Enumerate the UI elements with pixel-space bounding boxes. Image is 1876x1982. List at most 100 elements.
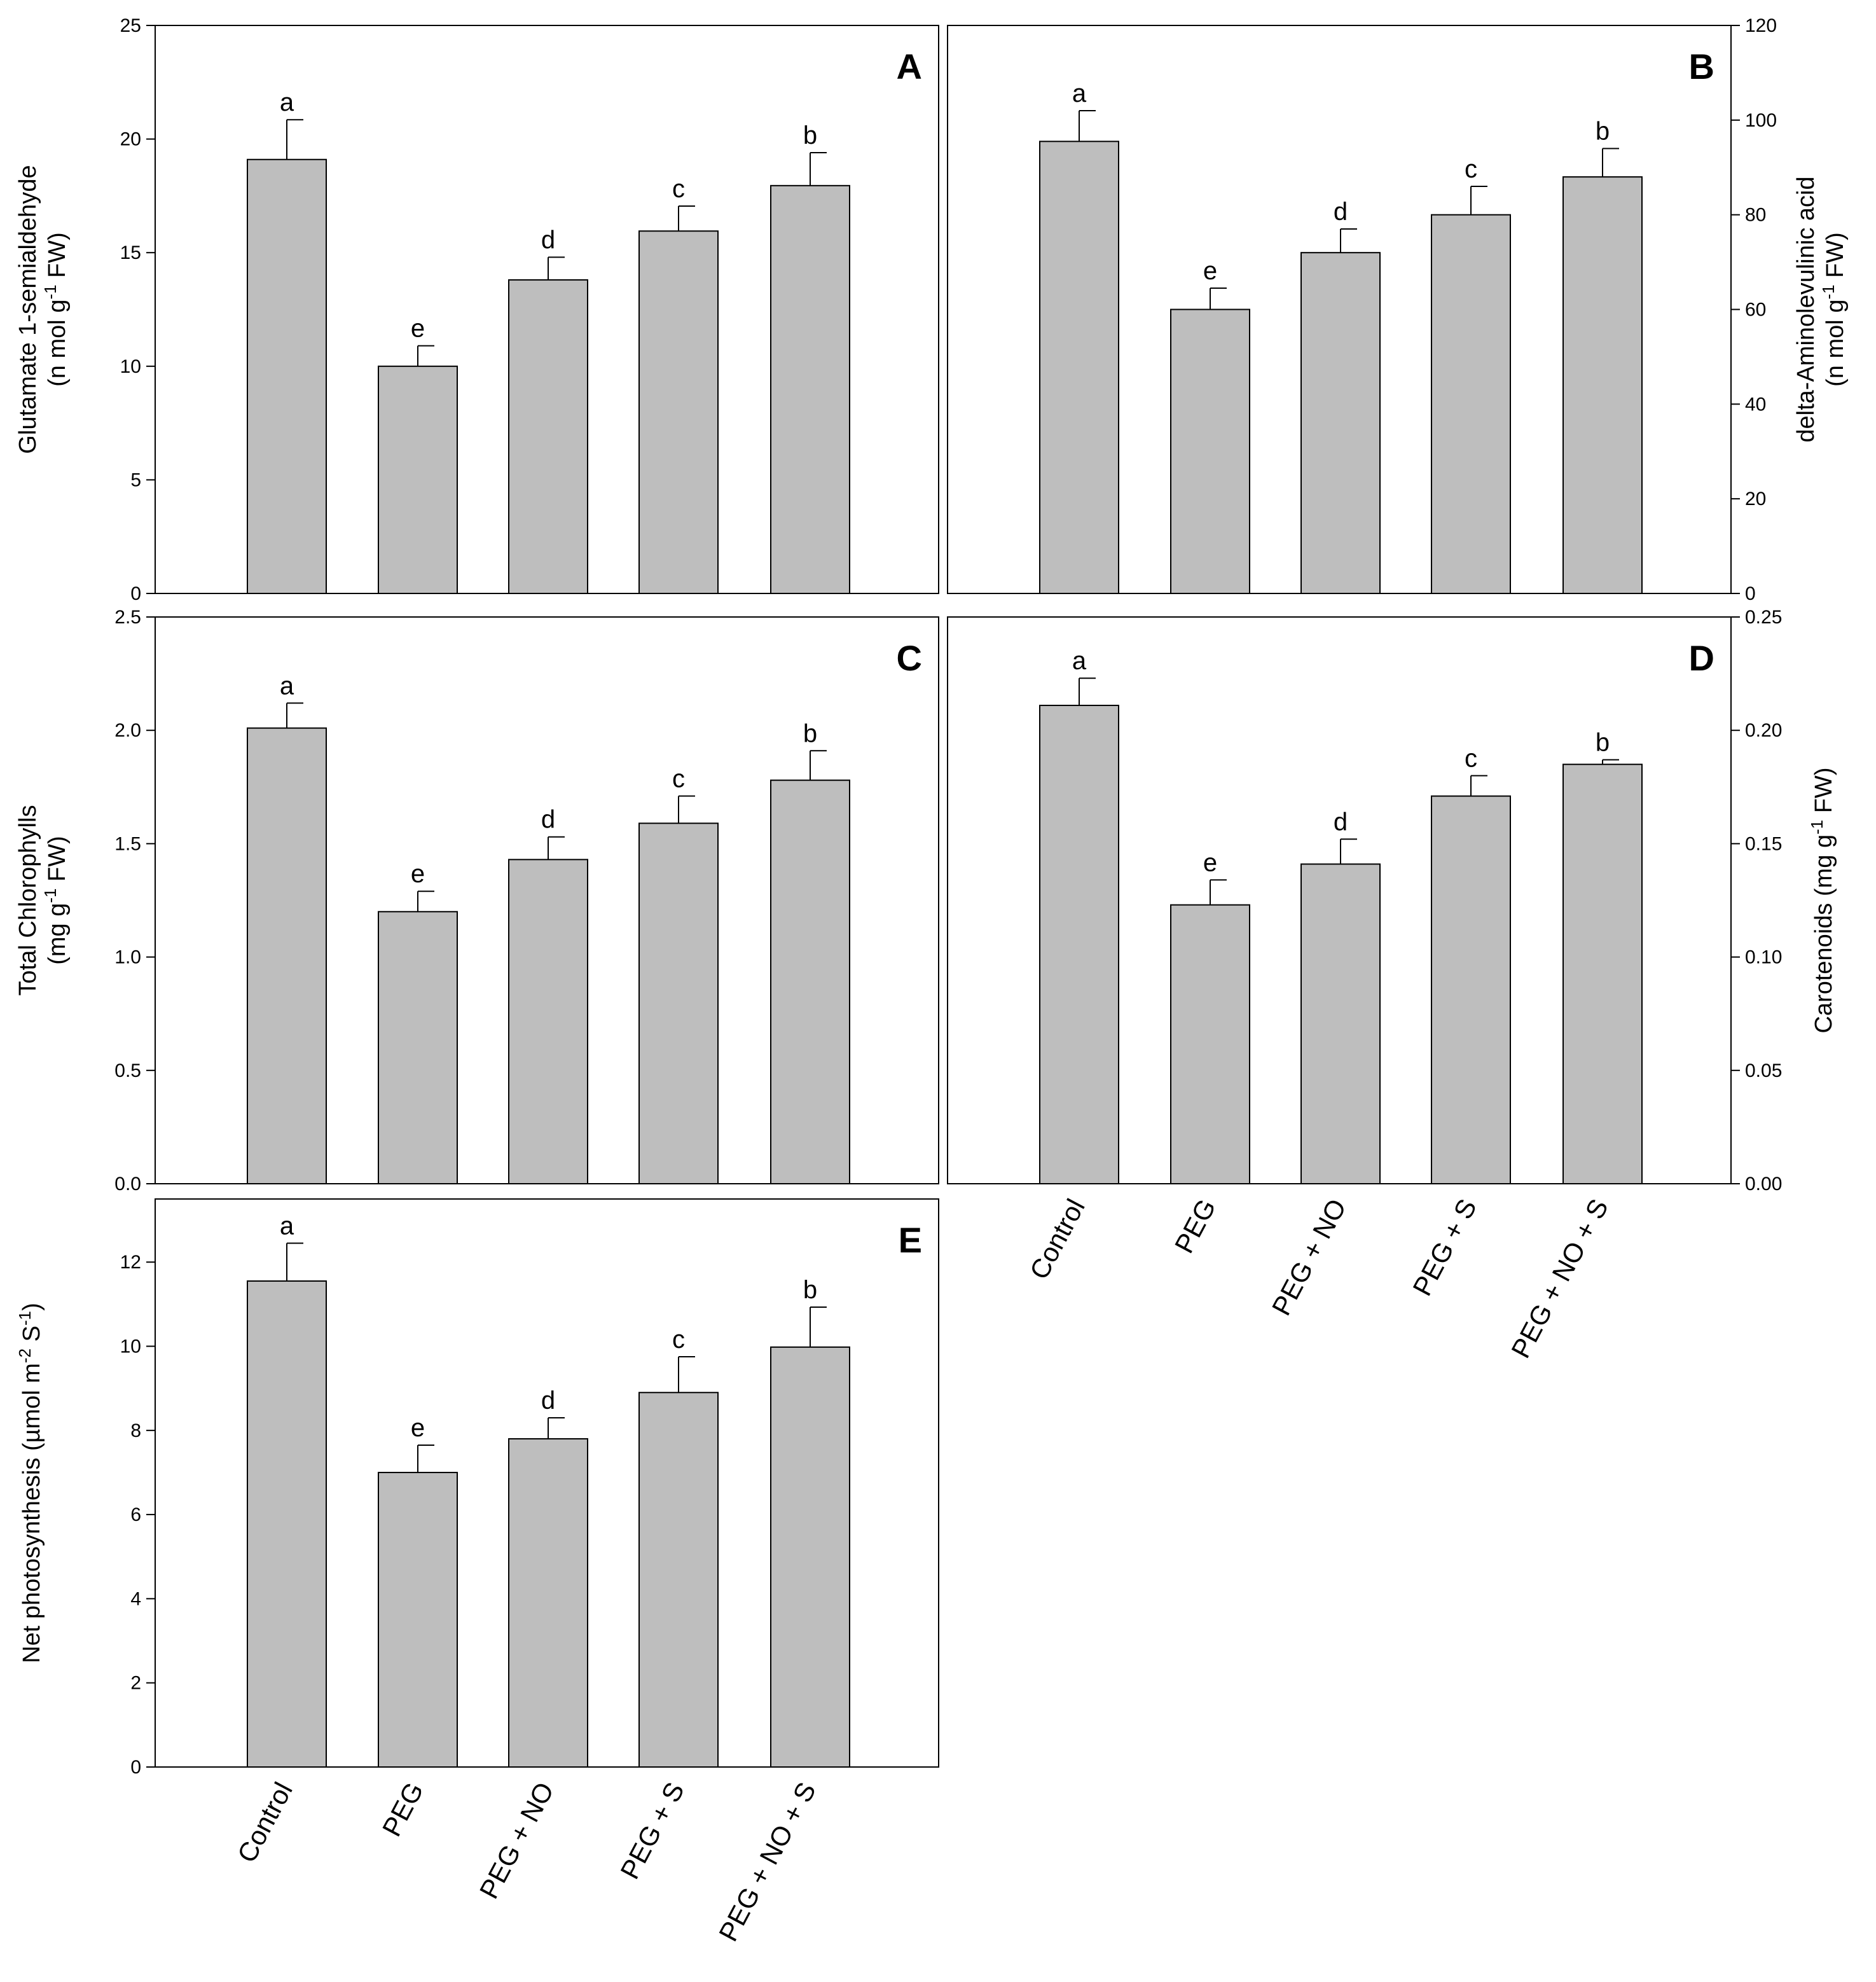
x-category-label: Control [1024, 1194, 1091, 1284]
label-superscript: -1 [15, 1311, 34, 1326]
panel-d: 0.00 0.05 0.10 0.15 0.20 0.25 a e d c b D Carotenoid… [947, 607, 1837, 1195]
y-axis-label: (n mol g-1 FW) [41, 232, 71, 387]
bar-2 [378, 911, 458, 1184]
label-part: FW) [44, 836, 71, 888]
significance-letter: b [1596, 117, 1610, 145]
bar-2 [378, 1471, 458, 1768]
label-part: Glutamate 1-semialdehyde [15, 165, 41, 454]
panel-e: 0 2 4 6 8 10 12 a e d c b E Net photosynthesis (µmol … [15, 1198, 939, 1778]
x-category-label: PEG + S [1407, 1194, 1482, 1300]
y-tick-label: 10 [120, 1336, 141, 1357]
bar-2 [378, 365, 458, 594]
significance-letter: d [541, 1387, 555, 1415]
bar-1 [1039, 141, 1119, 594]
bar-3 [1300, 252, 1381, 594]
y-tick-label: 0.15 [1745, 833, 1782, 854]
y-axis-label: Glutamate 1-semialdehyde [15, 165, 41, 454]
significance-letter: c [1465, 744, 1477, 772]
y-tick-label: 20 [1745, 489, 1766, 509]
bar-1 [247, 727, 327, 1184]
y-tick-label: 80 [1745, 205, 1766, 226]
y-tick-label: 40 [1745, 394, 1766, 415]
y-axis-label: (mg g-1 FW) [41, 836, 71, 965]
bar-3 [1300, 863, 1381, 1184]
significance-letter: b [803, 719, 817, 747]
bar-1 [247, 158, 327, 595]
label-part: delta-Aminolevulinic acid [1793, 176, 1819, 442]
x-category-labels: Control PEG PEG + NO PEG + S PEG + NO + S [231, 1777, 822, 1946]
significance-letter: e [411, 860, 425, 888]
label-part: Carotenoids (mg g [1810, 835, 1837, 1034]
bar-4 [638, 822, 719, 1184]
significance-letter: c [672, 1326, 685, 1354]
bar-3 [508, 859, 588, 1185]
label-superscript: -1 [1819, 284, 1838, 299]
bar-5 [1562, 176, 1643, 594]
y-axis-label: Total Chlorophylls [15, 805, 41, 996]
y-tick-label: 0 [1745, 583, 1756, 604]
x-category-label: PEG + S [614, 1777, 690, 1883]
label-part: Net photosynthesis (µmol m [18, 1363, 45, 1663]
panel-letter: C [897, 638, 922, 678]
significance-letter: a [280, 1212, 294, 1240]
significance-letter: e [411, 1414, 425, 1442]
bar-2 [1170, 904, 1250, 1185]
bar-4 [1431, 214, 1511, 594]
label-superscript: -2 [15, 1348, 34, 1363]
y-axis-label: Net photosynthesis (µmol m-2 S-1) [15, 1303, 45, 1663]
y-axis-label: delta-Aminolevulinic acid [1793, 176, 1819, 442]
bar-4 [638, 1392, 719, 1768]
y-axis-label: (n mol g-1 FW) [1819, 232, 1849, 387]
x-category-label: PEG + NO [474, 1777, 560, 1903]
significance-letter: d [1334, 198, 1348, 226]
y-tick-label: 0.00 [1745, 1174, 1782, 1195]
significance-letter: d [1334, 808, 1348, 836]
y-tick-label: 2.5 [114, 607, 141, 628]
y-tick-label: 0.25 [1745, 607, 1782, 628]
label-superscript: -1 [1807, 820, 1826, 835]
y-tick-label: 0.05 [1745, 1060, 1782, 1081]
label-part: (n mol g [44, 300, 71, 387]
significance-letter: d [541, 806, 555, 834]
bar-5 [770, 184, 850, 594]
significance-letter: e [1203, 257, 1217, 285]
significance-letter: c [672, 765, 685, 793]
bar-1 [1039, 704, 1119, 1184]
y-tick-label: 100 [1745, 110, 1777, 131]
panel-c: 0.0 0.5 1.0 1.5 2.0 2.5 a e d c b C Total Chlorophyl… [15, 607, 939, 1195]
significance-letter: c [672, 175, 685, 203]
significance-letter: a [1072, 647, 1087, 675]
bar-2 [1170, 308, 1250, 594]
y-tick-label: 15 [120, 242, 141, 263]
y-tick-label: 1.5 [114, 833, 141, 854]
x-category-label: PEG + NO + S [713, 1777, 822, 1946]
y-tick-label: 6 [130, 1504, 141, 1525]
significance-letter: e [1203, 849, 1217, 877]
y-tick-label: 20 [120, 129, 141, 150]
significance-letter: b [803, 121, 817, 149]
x-category-labels: Control PEG PEG + NO PEG + S PEG + NO + S [1024, 1194, 1614, 1362]
significance-letter: d [541, 226, 555, 254]
label-part: (mg g [44, 903, 71, 965]
y-tick-label: 12 [120, 1252, 141, 1273]
significance-letter: e [411, 315, 425, 343]
panel-letter: E [899, 1220, 922, 1260]
y-tick-label: 0.10 [1745, 947, 1782, 968]
label-superscript: -1 [41, 284, 60, 299]
label-part: (n mol g [1822, 300, 1849, 387]
significance-letter: a [1072, 80, 1087, 107]
bar-5 [1562, 763, 1643, 1185]
label-part: FW) [1822, 232, 1849, 284]
x-category-label: PEG + NO + S [1505, 1194, 1614, 1362]
y-tick-label: 0.0 [114, 1174, 141, 1195]
bar-4 [638, 230, 719, 594]
bar-4 [1431, 795, 1511, 1184]
bar-5 [770, 779, 850, 1185]
y-axis-label: Carotenoids (mg g-1 FW) [1807, 767, 1837, 1033]
y-tick-label: 0.5 [114, 1060, 141, 1081]
y-tick-label: 60 [1745, 300, 1766, 321]
significance-letter: b [1596, 729, 1610, 757]
panel-b: 0 20 40 60 80 100 120 a e d c b Bdelta-Aminolevulini… [947, 15, 1849, 604]
panel-a: 0 5 10 15 20 25 a e d c b A Glutamate 1-semialdehyde… [15, 15, 939, 604]
